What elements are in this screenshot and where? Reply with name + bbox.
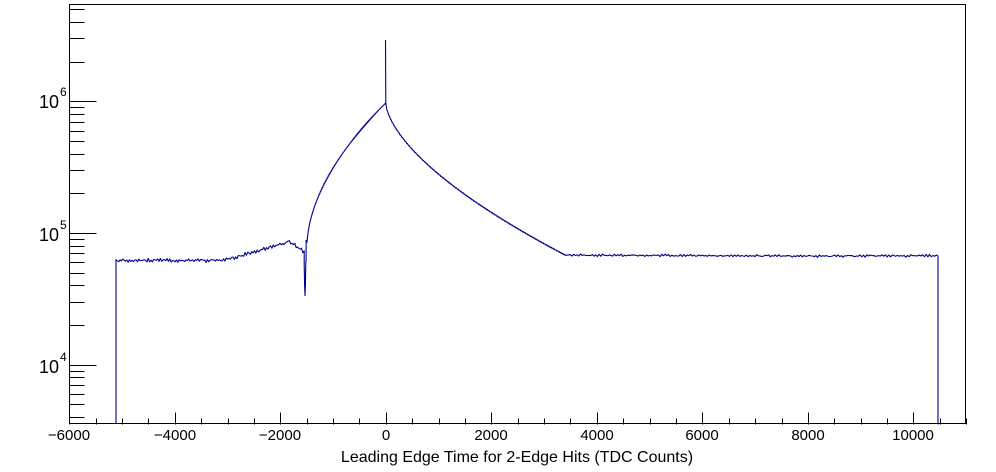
svg-text:10000: 10000: [892, 427, 934, 444]
svg-text:2000: 2000: [474, 427, 507, 444]
svg-text:4000: 4000: [580, 427, 613, 444]
svg-text:0: 0: [382, 427, 390, 444]
svg-text:6: 6: [60, 85, 67, 99]
svg-text:−2000: −2000: [259, 427, 301, 444]
svg-text:10: 10: [39, 92, 59, 112]
svg-text:8000: 8000: [791, 427, 824, 444]
svg-text:6000: 6000: [685, 427, 718, 444]
svg-text:−4000: −4000: [154, 427, 196, 444]
svg-text:4: 4: [60, 350, 67, 364]
svg-text:10: 10: [39, 225, 59, 245]
svg-text:10: 10: [39, 357, 59, 377]
svg-text:−6000: −6000: [48, 427, 90, 444]
svg-text:5: 5: [60, 218, 67, 232]
svg-text:Leading Edge Time for 2-Edge H: Leading Edge Time for 2-Edge Hits (TDC C…: [341, 449, 693, 466]
